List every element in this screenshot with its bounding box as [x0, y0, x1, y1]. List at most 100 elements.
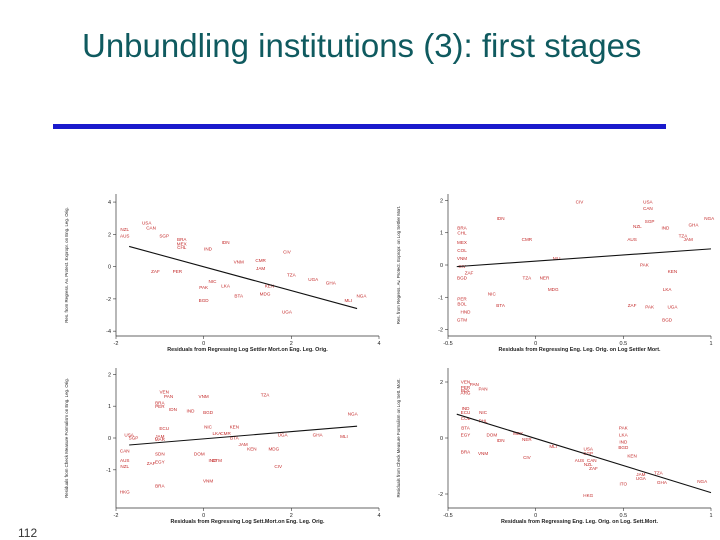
point-label: JAM: [155, 434, 164, 439]
point-label: GTM: [457, 317, 467, 322]
y-tick-label: -1: [438, 295, 443, 301]
point-label: MEX: [513, 431, 523, 436]
point-label: IND: [208, 458, 217, 463]
point-label: AUS: [120, 458, 129, 463]
point-label: GHA: [657, 480, 668, 485]
point-label: TZA: [261, 393, 271, 398]
y-axis-title: Residuals from Check Measure Formalism o…: [396, 378, 401, 497]
y-tick-label: 2: [440, 380, 443, 386]
point-label: MLI: [553, 256, 561, 261]
y-tick-label: 0: [108, 436, 111, 442]
point-label: SGP: [159, 234, 169, 239]
point-label: KEN: [265, 284, 274, 289]
point-label: ITO: [620, 482, 628, 487]
point-label: VNM: [457, 256, 467, 261]
point-label: JAM: [684, 237, 693, 242]
y-tick-label: 4: [108, 200, 111, 206]
scatter-panel-4: -2 0 2 -0.5 0 0.5 1 Residuals from Regressing E…: [396, 368, 713, 525]
x-tick-label: 2: [290, 341, 293, 347]
fit-line: [129, 245, 358, 310]
point-label: AUS: [627, 237, 636, 242]
point-label: NIC: [479, 410, 488, 415]
y-tick-label: -4: [106, 329, 111, 335]
slide-title: Unbundling institutions (3): first stage…: [82, 27, 642, 64]
x-axis-title: Residuals from Regressing Log Sett.Mort.…: [171, 519, 325, 525]
point-label: UGA: [282, 309, 293, 314]
point-label: UGA: [667, 305, 678, 310]
point-label: MLI: [340, 434, 348, 439]
point-label: CMR: [522, 237, 533, 242]
point-label: BRA: [461, 449, 471, 454]
point-label: BOL: [457, 301, 467, 306]
point-label: NZL: [120, 227, 129, 232]
point-label: SGP: [583, 451, 593, 456]
point-label: CIV: [274, 464, 283, 469]
point-label: BGD: [457, 276, 468, 281]
point-label: VEN: [461, 379, 470, 384]
x-tick-label: 0.5: [620, 513, 628, 519]
x-tick-label: 0: [202, 341, 205, 347]
point-label: DOM: [486, 433, 497, 438]
y-tick-label: 2: [108, 232, 111, 238]
point-label: HND: [461, 309, 472, 314]
point-label: NGA: [348, 412, 359, 417]
point-label: VNM: [478, 451, 488, 456]
point-label: PAN: [164, 394, 173, 399]
point-label: BOL: [461, 388, 471, 393]
point-label: GTM: [212, 458, 222, 463]
point-label: PAK: [199, 285, 209, 290]
point-label: HKG: [120, 490, 130, 495]
y-tick-label: 0: [440, 436, 443, 442]
point-label: PER: [173, 269, 183, 274]
point-label: VNM: [203, 479, 213, 484]
point-label: COL: [457, 248, 467, 253]
point-label: IDN: [169, 407, 177, 412]
y-axis-title: Residuals from Check Measure Formalism o…: [64, 378, 69, 498]
point-label: LKA: [221, 284, 231, 289]
point-label: COL: [461, 416, 471, 421]
point-label: IND: [619, 440, 628, 445]
point-label: CMR: [220, 431, 231, 436]
point-label: LKA: [619, 433, 629, 438]
point-label: ZAF: [151, 269, 160, 274]
title-underline: [53, 124, 666, 129]
point-label: MLI: [344, 298, 352, 303]
point-label: ARG: [461, 391, 471, 396]
point-label: USA: [124, 432, 134, 437]
point-label: ZAF: [147, 461, 156, 466]
y-tick-label: 0: [108, 265, 111, 271]
point-label: SDN: [155, 452, 165, 457]
point-label: BTA: [230, 436, 240, 441]
point-label: BTA: [496, 303, 506, 308]
point-label: BTA: [461, 426, 471, 431]
point-label: IND: [204, 246, 213, 251]
x-axis-title: Residuals from Regressing Eng. Leg. Orig…: [498, 347, 661, 353]
point-label: PAK: [645, 305, 655, 310]
x-axis-title: Residuals from Regressing Eng. Leg. Orig…: [501, 519, 658, 525]
point-label: GHA: [688, 222, 699, 227]
point-label: MEX: [177, 242, 187, 247]
x-tick-label: 1: [709, 341, 712, 347]
point-label: PER: [457, 297, 467, 302]
point-label: CHL: [457, 230, 467, 235]
point-label: CAN: [120, 448, 130, 453]
point-label: ZAF: [628, 303, 637, 308]
point-label: PAN: [479, 386, 488, 391]
point-label: PAK: [640, 263, 650, 268]
point-label: JAM: [239, 442, 248, 447]
point-label: UGA: [308, 277, 319, 282]
point-label: ECU: [461, 410, 471, 415]
point-label: PER: [155, 404, 165, 409]
point-label: NGA: [356, 293, 367, 298]
point-label: PER: [461, 385, 471, 390]
point-label: KEN: [247, 447, 256, 452]
point-label: IDN: [222, 240, 230, 245]
x-tick-label: 2: [290, 513, 293, 519]
y-tick-label: -2: [438, 328, 443, 334]
x-axis-title: Residuals from Regressing Log Settler Mo…: [167, 347, 328, 353]
slide-number: 112: [18, 526, 38, 540]
point-label: SGP: [129, 436, 139, 441]
point-label: ECU: [159, 426, 169, 431]
point-label: AUS: [575, 458, 584, 463]
